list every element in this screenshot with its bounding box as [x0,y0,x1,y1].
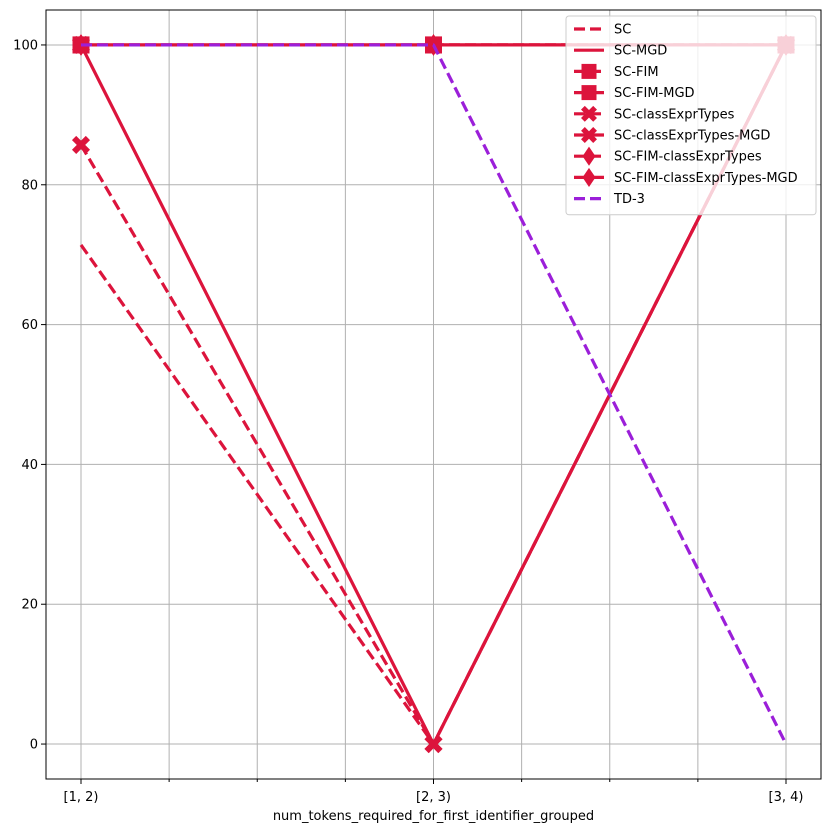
x-tick-label: [1, 2) [64,790,99,805]
y-tick-label: 100 [13,38,38,53]
legend: SC SC-MGD SC-FIM SC-FIM-MGD SC-classExprType… [565,15,817,216]
y-tick-label: 40 [21,458,38,473]
y-tick-label: 0 [30,738,38,753]
legend-entry: SC-classExprTypes [574,105,735,122]
legend-label: SC-FIM [614,65,659,80]
legend-marker [582,167,596,187]
legend-entry: SC [574,23,631,38]
legend-entry: SC-FIM [574,63,659,80]
legend-entry: SC-FIM-classExprTypes [574,146,762,166]
legend-entry: SC-classExprTypes-MGD [574,127,770,144]
legend-label: SC-classExprTypes-MGD [614,129,770,144]
legend-entry: SC-FIM-MGD [574,85,695,101]
y-tick-label: 60 [21,318,38,333]
y-tick-label: 80 [21,178,38,193]
legend-marker [582,146,596,166]
x-axis-label: num_tokens_required_for_first_identifier… [273,809,594,824]
data-point [424,735,443,754]
legend-label: SC [614,23,631,38]
legend-label: SC-MGD [614,44,667,59]
data-point [71,135,91,154]
series-td-3 [81,43,788,745]
legend-box [565,15,817,216]
legend-label: SC-FIM-MGD [614,86,695,101]
legend-label: SC-FIM-classExprTypes-MGD [614,171,798,186]
series-line [81,43,788,745]
legend-marker [581,127,597,143]
x-tick-label: [3, 4) [769,790,804,805]
axes: 0 20 40 60 80 100 [1, 2) [2, 3) [3, 4) [13,38,803,805]
legend-label: SC-FIM-classExprTypes [614,150,762,165]
legend-marker [581,63,597,79]
legend-entry: TD-3 [574,192,645,207]
legend-marker [581,105,597,122]
legend-label: SC-classExprTypes [614,107,735,122]
legend-marker [581,85,597,101]
series-lines [71,34,796,754]
legend-label: TD-3 [613,192,645,207]
x-tick-label: [2, 3) [416,790,451,805]
y-tick-label: 20 [21,598,38,613]
legend-entry: SC-FIM-classExprTypes-MGD [574,167,798,187]
legend-entry: SC-MGD [574,44,667,59]
